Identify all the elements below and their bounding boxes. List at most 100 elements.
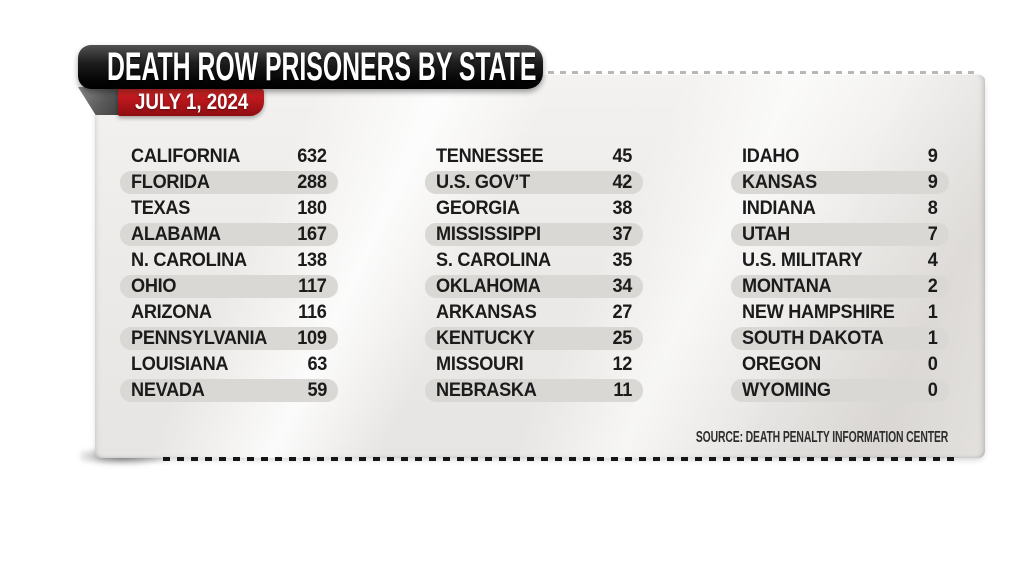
state-label: U.S. GOV’T [436,171,530,193]
table-row: NEBRASKA 11 [425,379,643,402]
table-row: SOUTH DAKOTA 1 [731,327,949,350]
state-label: IDAHO [742,145,800,167]
state-value: 4 [928,249,938,271]
table-row: WYOMING 0 [731,379,949,402]
table-row: MISSISSIPPI 37 [425,223,643,246]
panel-bottom-serration [163,457,955,461]
state-value: 632 [297,145,328,167]
state-label: KANSAS [742,171,817,193]
table-row: CALIFORNIA 632 [120,145,338,168]
table-row: GEORGIA 38 [425,197,643,220]
table-row: S. CAROLINA 35 [425,249,643,272]
title-banner: DEATH ROW PRISONERS BY STATE [78,45,543,89]
state-value: 34 [612,275,632,297]
table-row: OHIO 117 [120,275,338,298]
state-value: 45 [612,145,632,167]
state-value: 1 [928,301,938,323]
state-value: 42 [612,171,632,193]
state-label: INDIANA [742,197,816,219]
table-row: NEW HAMPSHIRE 1 [731,301,949,324]
state-value: 25 [612,327,632,349]
state-value: 2 [928,275,938,297]
state-label: WYOMING [742,379,831,401]
ribbon-fold [78,87,120,115]
state-value: 12 [612,353,632,375]
table-row: ARKANSAS 27 [425,301,643,324]
source-credit: SOURCE: DEATH PENALTY INFORMATION CENTER [560,429,948,447]
date-banner: JULY 1, 2024 [118,87,264,116]
table-column: CALIFORNIA 632 FLORIDA 288 TEXAS 180 ALABAMA 16… [120,145,338,405]
state-value: 109 [297,327,328,349]
table-row: UTAH 7 [731,223,949,246]
table-row: MONTANA 2 [731,275,949,298]
state-value: 9 [928,145,938,167]
state-value: 180 [297,197,328,219]
state-label: ARKANSAS [436,301,537,323]
state-label: NEW HAMPSHIRE [742,301,895,323]
page-title: DEATH ROW PRISONERS BY STATE [107,44,537,89]
source-text: SOURCE: DEATH PENALTY INFORMATION CENTER [695,429,948,446]
state-value: 117 [298,275,328,297]
table-row: NEVADA 59 [120,379,338,402]
state-label: NEBRASKA [436,379,537,401]
table-row: IDAHO 9 [731,145,949,168]
state-value: 7 [928,223,938,245]
state-value: 0 [928,379,938,401]
state-label: OREGON [742,353,821,375]
state-value: 116 [298,301,328,323]
table-row: U.S. GOV’T 42 [425,171,643,194]
table-column: IDAHO 9 KANSAS 9 INDIANA 8 UTAH 7 U.S. MILITARY 4… [731,145,949,405]
state-value: 37 [612,223,632,245]
table-row: ARIZONA 116 [120,301,338,324]
date-label: JULY 1, 2024 [135,88,249,114]
state-label: SOUTH DAKOTA [742,327,884,349]
table-row: TENNESSEE 45 [425,145,643,168]
state-value: 38 [612,197,632,219]
state-value: 63 [307,353,327,375]
table-row: TEXAS 180 [120,197,338,220]
table-row: OKLAHOMA 34 [425,275,643,298]
state-label: S. CAROLINA [436,249,551,271]
state-label: MISSOURI [436,353,524,375]
panel-top-serration [548,71,976,74]
table-row: INDIANA 8 [731,197,949,220]
table-row: N. CAROLINA 138 [120,249,338,272]
state-label: ARIZONA [131,301,212,323]
table-row: FLORIDA 288 [120,171,338,194]
state-label: OHIO [131,275,177,297]
state-value: 138 [297,249,328,271]
state-label: CALIFORNIA [131,145,241,167]
state-label: OKLAHOMA [436,275,541,297]
state-label: U.S. MILITARY [742,249,863,271]
state-label: TEXAS [131,197,191,219]
state-label: TENNESSEE [436,145,544,167]
state-value: 27 [612,301,632,323]
state-value: 59 [307,379,327,401]
state-value: 8 [928,197,938,219]
state-value: 35 [612,249,632,271]
table-column: TENNESSEE 45 U.S. GOV’T 42 GEORGIA 38 MISSISSI… [425,145,643,405]
state-label: PENNSYLVANIA [131,327,268,349]
table-row: MISSOURI 12 [425,353,643,376]
state-value: 11 [613,379,632,401]
state-label: MISSISSIPPI [436,223,541,245]
state-label: KENTUCKY [436,327,535,349]
state-label: FLORIDA [131,171,210,193]
state-label: NEVADA [131,379,205,401]
state-label: GEORGIA [436,197,520,219]
state-value: 0 [928,353,938,375]
state-label: LOUISIANA [131,353,229,375]
state-label: ALABAMA [131,223,221,245]
state-label: UTAH [742,223,790,245]
state-label: MONTANA [742,275,832,297]
state-value: 9 [928,171,938,193]
state-label: N. CAROLINA [131,249,247,271]
table-row: PENNSYLVANIA 109 [120,327,338,350]
table-row: KENTUCKY 25 [425,327,643,350]
table-row: U.S. MILITARY 4 [731,249,949,272]
state-value: 1 [928,327,938,349]
table-row: LOUISIANA 63 [120,353,338,376]
table-row: ALABAMA 167 [120,223,338,246]
state-value: 167 [297,223,328,245]
